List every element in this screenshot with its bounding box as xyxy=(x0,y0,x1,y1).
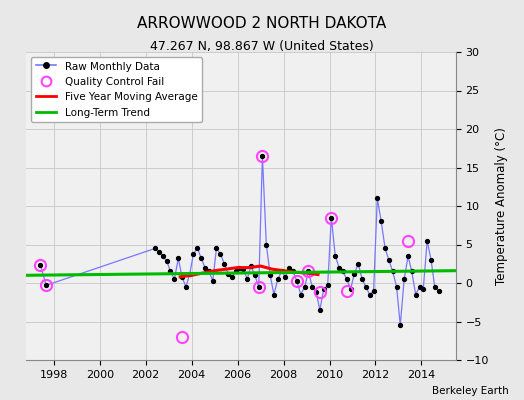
Text: ARROWWOOD 2 NORTH DAKOTA: ARROWWOOD 2 NORTH DAKOTA xyxy=(137,16,387,31)
Text: Berkeley Earth: Berkeley Earth xyxy=(432,386,508,396)
Legend: Raw Monthly Data, Quality Control Fail, Five Year Moving Average, Long-Term Tren: Raw Monthly Data, Quality Control Fail, … xyxy=(31,57,202,122)
Text: 47.267 N, 98.867 W (United States): 47.267 N, 98.867 W (United States) xyxy=(150,40,374,53)
Y-axis label: Temperature Anomaly (°C): Temperature Anomaly (°C) xyxy=(495,127,508,285)
